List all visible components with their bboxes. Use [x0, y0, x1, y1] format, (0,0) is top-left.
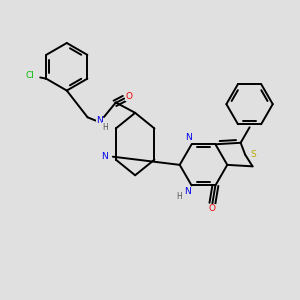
- Text: N: N: [184, 188, 190, 196]
- Text: N: N: [185, 133, 192, 142]
- Text: O: O: [209, 204, 216, 213]
- Text: H: H: [176, 192, 182, 201]
- Text: Cl: Cl: [26, 71, 34, 80]
- Text: N: N: [101, 152, 108, 160]
- Text: O: O: [126, 92, 133, 101]
- Text: S: S: [250, 150, 256, 159]
- Text: H: H: [103, 123, 108, 132]
- Text: N: N: [96, 116, 103, 125]
